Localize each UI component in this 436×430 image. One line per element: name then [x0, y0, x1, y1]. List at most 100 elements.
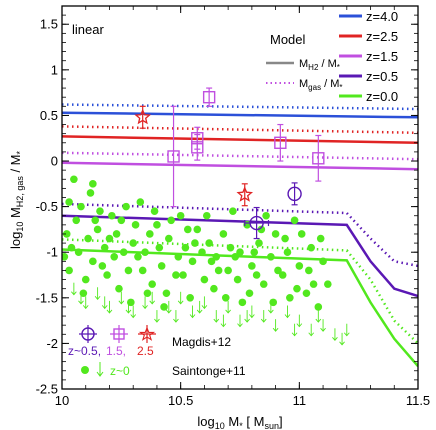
saintonge-detection [231, 252, 240, 261]
magdis-z25-point [236, 183, 254, 207]
legend-label-zz25: z=2.5 [366, 29, 398, 44]
saintonge-upper-limit [272, 319, 279, 332]
saintonge-detection [91, 216, 100, 225]
legend-saintonge-ref: Saintonge+11 [172, 364, 246, 378]
saintonge-detection [81, 275, 90, 284]
y-tick-label-5: 0 [51, 154, 58, 169]
series-dotted-zz15 [62, 151, 418, 161]
saintonge-detection [324, 280, 332, 288]
saintonge-upper-limit [237, 314, 243, 328]
saintonge-detection [252, 271, 261, 279]
series-solid-zz05 [62, 214, 418, 298]
saintonge-detection [221, 294, 230, 302]
legend-label-zz00: z=0.0 [366, 89, 398, 104]
saintonge-detection [146, 230, 154, 238]
legend-saintonge-dot [81, 366, 89, 374]
saintonge-detection [274, 266, 282, 275]
saintonge-detection [174, 252, 183, 261]
saintonge-upper-limit [343, 323, 350, 337]
saintonge-detection [86, 189, 95, 197]
saintonge-upper-limit [213, 310, 220, 323]
saintonge-upper-limit [149, 291, 156, 305]
y-tick-label-2: -1.5 [36, 290, 58, 305]
saintonge-detection [129, 239, 137, 247]
saintonge-detection [188, 257, 197, 266]
legend-saintonge-label: z~0 [110, 364, 130, 378]
saintonge-upper-limit [165, 300, 172, 314]
y-tick-label-8: 1.5 [40, 17, 58, 32]
saintonge-detection [198, 248, 206, 257]
y-tick-label-6: 0.5 [40, 108, 58, 123]
saintonge-upper-limit [220, 314, 227, 328]
series-dotted-zz00 [62, 238, 418, 345]
saintonge-detection [238, 298, 247, 307]
saintonge-detection [148, 280, 156, 288]
legend-z25-marker [138, 325, 156, 343]
legend-magdis-ref: Magdis+12 [172, 335, 231, 349]
saintonge-upper-limit [201, 296, 208, 310]
saintonge-detection [134, 252, 142, 261]
magdis-z15-point [202, 87, 216, 107]
saintonge-detection [290, 216, 299, 225]
saintonge-detection [108, 211, 116, 220]
saintonge-detection [316, 234, 325, 243]
legend-label-zz05: z=0.5 [366, 69, 398, 84]
x-tick-label-3: 11.5 [406, 393, 430, 408]
magdis-z15-point [312, 134, 325, 182]
y-tick-label-1: -2 [46, 336, 58, 351]
observations-legend: z~0.5, 1.5, 2.5 Magdis+12 z~0 Saintonge+… [68, 325, 246, 378]
saintonge-detection [141, 248, 149, 257]
saintonge-detection [77, 202, 85, 211]
saintonge-detection [100, 243, 109, 252]
saintonge-detection [110, 252, 119, 261]
series-solid-zz25 [62, 135, 418, 145]
saintonge-detection [98, 262, 107, 270]
saintonge-detection [286, 294, 294, 302]
saintonge-detection [65, 198, 73, 206]
saintonge-detection [105, 234, 114, 243]
saintonge-detection [179, 271, 187, 279]
x-axis-title: log10 M* [ Msun] [197, 414, 282, 430]
x-tick-label-1: 10.5 [168, 393, 193, 408]
model-solid-lines [62, 111, 418, 368]
model-legend: Model MH2 / M* Mgas / M* [266, 32, 343, 92]
saintonge-detection [250, 248, 259, 257]
saintonge-points [62, 175, 350, 346]
saintonge-detection [153, 221, 161, 229]
saintonge-detection [176, 211, 185, 220]
saintonge-detection [115, 284, 123, 293]
saintonge-upper-limit [308, 323, 315, 337]
saintonge-detection [136, 198, 145, 206]
saintonge-detection [127, 298, 135, 307]
saintonge-detection [281, 234, 289, 243]
saintonge-detection [62, 230, 71, 238]
redshift-legend: z=4.0 z=2.5 z=1.5 z=0.5 z=0.0 [339, 9, 398, 104]
saintonge-detection [124, 266, 133, 275]
series-solid-zz00 [62, 248, 418, 368]
magdis-z05-point [244, 206, 270, 240]
y-axis-title: log10 MH2, gas / M* [8, 150, 25, 249]
corner-label: linear [72, 22, 104, 37]
saintonge-detection [257, 225, 266, 234]
saintonge-upper-limit [94, 287, 101, 300]
saintonge-upper-limit [332, 328, 338, 341]
saintonge-detection [74, 248, 83, 257]
saintonge-upper-limit [142, 296, 148, 310]
saintonge-upper-limit [71, 282, 77, 296]
saintonge-detection [210, 284, 218, 293]
saintonge-detection [165, 234, 173, 243]
saintonge-detection [319, 257, 327, 266]
saintonge-detection [79, 289, 88, 298]
saintonge-detection [205, 239, 213, 247]
saintonge-detection [122, 202, 130, 211]
saintonge-detection [103, 271, 111, 279]
saintonge-detection [305, 266, 313, 275]
saintonge-detection [202, 211, 211, 220]
saintonge-upper-limit [284, 305, 291, 319]
saintonge-upper-limit [296, 314, 303, 328]
saintonge-detection [96, 207, 104, 215]
saintonge-detection [93, 225, 102, 234]
saintonge-detection [245, 289, 254, 298]
model-legend-solid-label: MH2 / M* [299, 58, 340, 72]
